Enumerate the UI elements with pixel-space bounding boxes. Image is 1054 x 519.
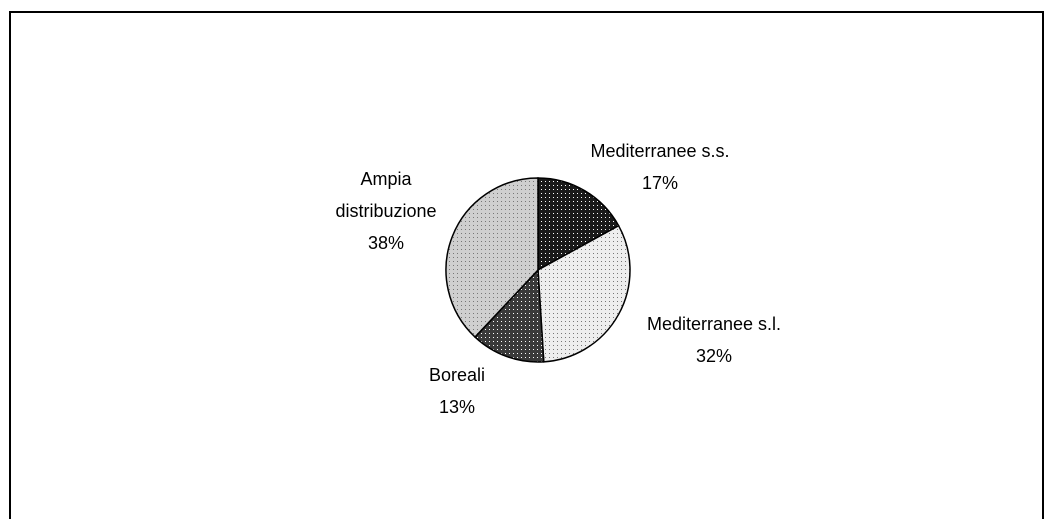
slice-label: Mediterranee s.l. [647,314,781,334]
pie-slice [537,177,620,272]
slice-value-label: 38% [368,233,404,253]
slice-label: Mediterranee s.s. [590,141,729,161]
slice-label: Boreali [429,365,485,385]
slice-value-label: 17% [642,173,678,193]
pie-slice [445,177,539,339]
slice-label: Ampia distribuzione [335,169,436,221]
pie-slice [473,268,545,363]
slice-value-label: 13% [439,397,475,417]
slice-value-label: 32% [696,346,732,366]
pie-slice [537,224,631,363]
